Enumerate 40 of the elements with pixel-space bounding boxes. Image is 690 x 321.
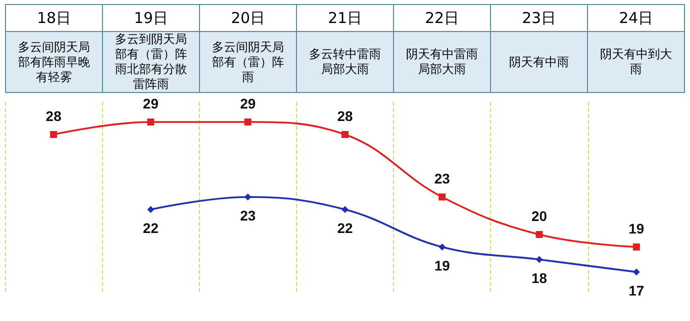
text: 多云到阴天局部有（雷）阵雨北部有分散雷阵雨 [102,32,200,92]
point [50,131,58,138]
point [536,256,543,263]
data-label: 23 [240,208,256,224]
data-label: 28 [46,108,62,124]
x-tick-label: 22日 [394,4,490,32]
point [536,231,543,238]
text: 阴天有中雨 [490,32,588,92]
text: 阴天有中到大雨 [588,32,684,92]
x-tick-label: 24日 [588,4,684,32]
point [632,268,640,276]
data-label: 29 [240,96,256,112]
data-label: 17 [628,282,644,298]
data-label: 28 [337,108,353,124]
data-label: 18 [531,270,548,286]
x-tick-label: 21日 [296,4,394,32]
data-label: 29 [142,96,159,112]
data-label: 19 [628,220,644,236]
data-label: 22 [142,220,159,236]
point [244,194,252,200]
text: 阴天有中雷雨局部大雨 [394,32,490,92]
point [147,206,154,213]
x-tick-label: 23日 [490,4,588,32]
x-tick-label: 18日 [6,4,102,32]
point [147,118,154,126]
data-label: 23 [434,170,450,186]
text: 多云间阴天局部有（雷）阵雨 [200,32,296,92]
x-tick-label: 19日 [102,4,200,32]
point [244,118,252,126]
point [438,244,446,250]
point [632,244,640,250]
x-tick-label: 20日 [200,4,296,32]
point [342,206,348,213]
data-label: 22 [337,220,353,236]
point [342,131,348,138]
data-label: 19 [434,258,450,274]
data-label: 20 [531,208,548,224]
text: 多云间阴天局部有阵雨早晚有轻雾 [6,32,102,92]
text: 多云转中雷雨局部大雨 [296,32,394,92]
point [438,194,446,200]
